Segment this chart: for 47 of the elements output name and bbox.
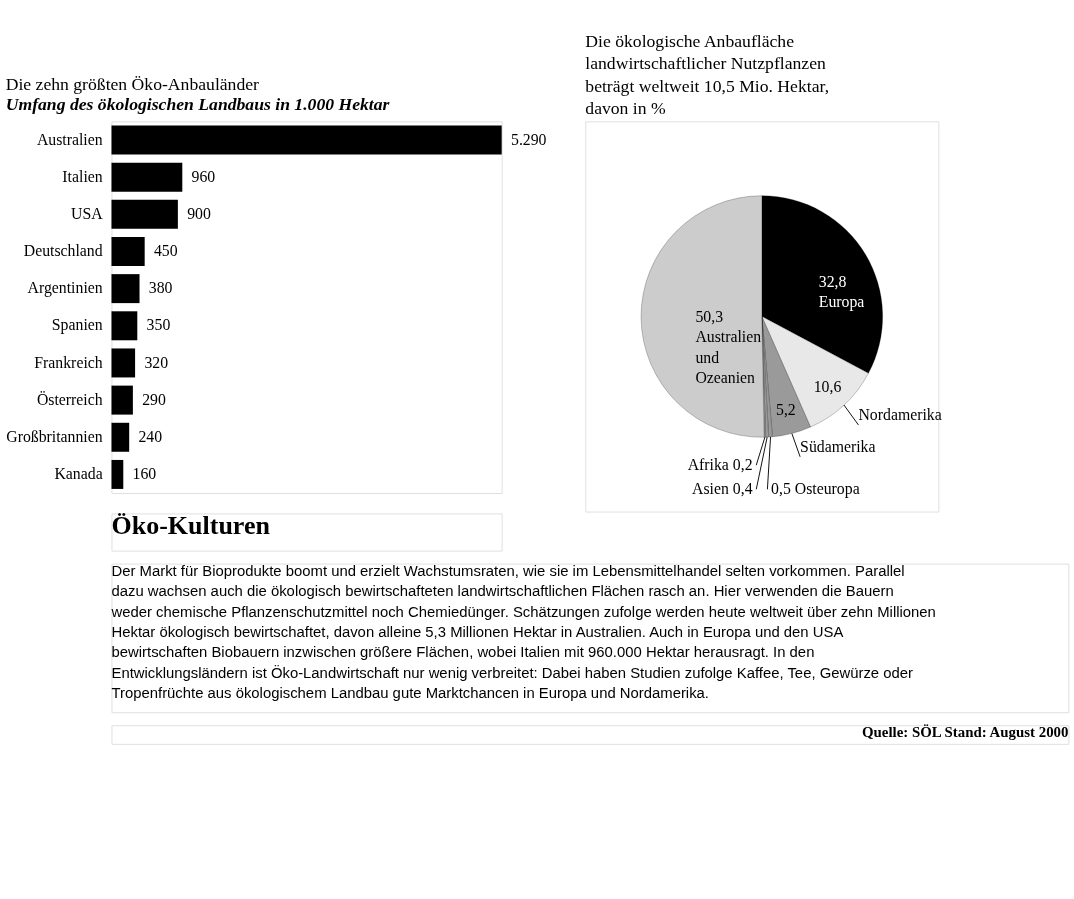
text: Der Markt für Bioprodukte boomt und erzielt Wachstumsraten, wie sie im Lebensmittelhandel selten vorkommen. Parallel dazu wachsen auch die ökologisch bewirtschafteten landwirtschaftlichen Flächen rasch an. Hier verwenden die Bauern weder chemische Pflanzenschutzmittel noch Chemiedünger. Schätzungen zufolge werden heute weltweit über zehn Millionen Hektar ökologisch bewirtschaftet, davon alleine 5,3 Millionen Hektar in Australien. Auch in Europa und den USA bewirtschaften Biobauern inzwischen größere Flächen, wobei Italien mit 960.000 Hektar herausragt. In den Entwicklungsländern ist Öko-Landwirtschaft nur wenig verbreitet: Dabei haben Studien zufolge Kaffee, Tee, Gewürze oder Tropenfrüchte aus ökologischem Landbau gute Marktchancen in Europa und Nordamerika. [110, 562, 936, 702]
bar [111, 422, 130, 452]
data-label: 5.290 [510, 130, 547, 148]
y-tick-label: Kanada [54, 465, 103, 483]
y-tick-label: Argentinien [27, 279, 103, 298]
data-label: 380 [148, 279, 173, 297]
chart-subtitle: Umfang des ökologischen Landbaus in 1.000 Hektar [5, 94, 390, 115]
data-label: 450 [153, 242, 178, 260]
data-label: 960 [191, 167, 216, 185]
data-label: 240 [138, 427, 163, 445]
y-tick-label: Frankreich [34, 353, 103, 371]
slice-label: Afrika 0,2 [687, 455, 753, 473]
y-tick-label: USA [71, 204, 104, 222]
data-label: 350 [146, 316, 171, 334]
bar [111, 348, 136, 378]
slice-label: Australien und Ozeanien [695, 328, 762, 387]
bar [111, 274, 140, 304]
y-tick-label: Spanien [51, 316, 103, 335]
data-label: 50,3 [695, 307, 724, 325]
data-label: 320 [144, 353, 169, 371]
source-note: Quelle: SÖL Stand: August 2000 [861, 724, 1069, 741]
y-tick-label: Italien [62, 167, 103, 185]
slice-label: Nordamerika [858, 406, 942, 424]
y-tick-label: Australien [36, 130, 103, 148]
bar [111, 236, 145, 266]
bar [111, 385, 133, 415]
data-label: 160 [132, 465, 157, 483]
y-tick-label: Österreich [36, 390, 103, 408]
text: Öko-Kulturen [111, 510, 271, 540]
bar [111, 311, 138, 341]
bar [111, 162, 183, 192]
bar [111, 199, 178, 229]
slice-label: Asien 0,4 [692, 479, 753, 497]
slice-label: 0,5 Osteuropa [771, 479, 860, 498]
data-label: 5,2 [776, 400, 796, 418]
data-label: 900 [187, 204, 211, 222]
y-tick-label: Großbritannien [6, 427, 103, 445]
slice-label: Südamerika [800, 438, 876, 456]
y-tick-label: Deutschland [23, 242, 103, 260]
chart-title: Die zehn größten Öko-Anbauländer [5, 73, 260, 94]
bar [111, 125, 502, 155]
data-label: 290 [142, 390, 166, 408]
slice-label: Europa [818, 293, 865, 312]
data-label: 10,6 [813, 377, 842, 395]
bar [111, 459, 124, 489]
chart-title: Die ökologische Anbaufläche landwirtschaftlicher Nutzpflanzen beträgt weltweit 10,5 Mio. Hektar, davon in % [585, 31, 830, 118]
data-label: 32,8 [818, 272, 847, 290]
